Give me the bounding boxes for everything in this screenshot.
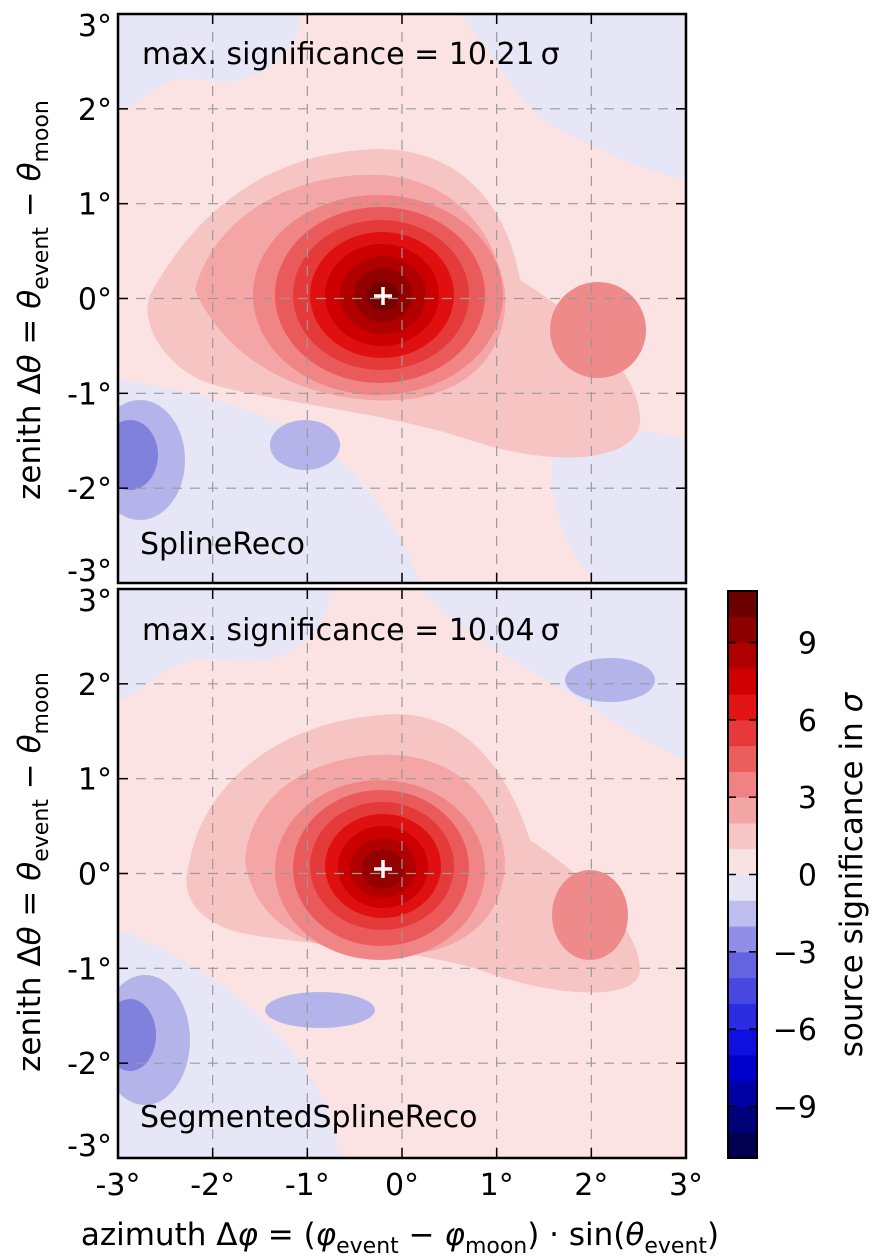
x-tick-labels: -3° -2° -1° 0° 1° 2° 3° xyxy=(96,1168,704,1203)
top-y-tick-labels: -3° -2° -1° 0° 1° 2° 3° xyxy=(67,9,112,589)
top-neutral-region-d xyxy=(552,427,686,583)
top-y-tick-label-5: 2° xyxy=(78,93,112,128)
colorbar-band-4 xyxy=(728,1029,757,1056)
top-y-tick-label-2: -1° xyxy=(67,377,112,412)
colorbar-band-20 xyxy=(728,616,757,644)
colorbar-tick-label-1: 6 xyxy=(798,704,817,739)
bottom-y-tick-label-1: -2° xyxy=(67,1047,112,1082)
bottom-y-tick-label-6: 3° xyxy=(78,584,112,619)
panel-top: max. significance = 10.21 σ SplineReco xyxy=(116,12,688,585)
colorbar-band-17 xyxy=(728,694,757,721)
colorbar-tick-label-5: −6 xyxy=(773,1013,817,1048)
colorbar-tick-label-2: 3 xyxy=(798,781,817,816)
colorbar-band-19 xyxy=(728,642,757,669)
x-tick-label-5: 2° xyxy=(574,1168,608,1203)
colorbar-band-9 xyxy=(728,900,757,927)
x-tick-label-0: -3° xyxy=(96,1168,141,1203)
top-y-tick-label-4: 1° xyxy=(78,188,112,223)
colorbar-tick-label-4: −3 xyxy=(773,936,817,971)
top-neutral-region-a xyxy=(118,14,300,110)
x-tick-label-6: 3° xyxy=(669,1168,703,1203)
colorbar-ticks: 9 6 3 0 −3 −6 −9 xyxy=(728,627,817,1125)
top-secondary-blob xyxy=(550,282,646,378)
bottom-y-tick-label-3: 0° xyxy=(78,858,112,893)
bottom-secondary-blob xyxy=(552,870,628,960)
colorbar-bands xyxy=(728,591,757,1159)
colorbar-band-21 xyxy=(728,591,757,618)
top-y-tick-label-3: 0° xyxy=(78,283,112,318)
colorbar-band-13 xyxy=(728,797,757,824)
colorbar-tick-label-3: 0 xyxy=(798,859,817,894)
colorbar-band-3 xyxy=(728,1054,757,1082)
top-neutral-region-c xyxy=(118,380,420,583)
x-tick-label-1: -2° xyxy=(190,1168,235,1203)
bottom-peak-marker xyxy=(374,860,392,878)
bottom-annotation: max. significance = 10.04 σ xyxy=(142,613,560,648)
colorbar-band-11 xyxy=(728,848,757,875)
x-tick-label-2: -1° xyxy=(285,1168,330,1203)
colorbar-band-15 xyxy=(728,745,757,772)
colorbar-band-10 xyxy=(728,874,757,901)
colorbar-band-12 xyxy=(728,822,757,850)
top-grid xyxy=(118,14,686,583)
colorbar-band-0 xyxy=(728,1132,757,1159)
colorbar-label: source significance in σ xyxy=(834,691,870,1057)
bottom-negative-blob-small xyxy=(265,992,375,1028)
colorbar-band-7 xyxy=(728,951,757,979)
bottom-grid xyxy=(118,589,686,1158)
bottom-negative-blob-inner xyxy=(118,999,156,1071)
colorbar-band-2 xyxy=(728,1080,757,1107)
bottom-neutral-region-a xyxy=(118,589,330,700)
top-peak-marker xyxy=(374,287,392,305)
top-y-tick-label-6: 3° xyxy=(78,9,112,44)
top-negative-blob-small xyxy=(270,420,340,470)
colorbar-band-16 xyxy=(728,719,757,747)
colorbar-band-8 xyxy=(728,926,757,953)
colorbar-band-1 xyxy=(728,1106,757,1133)
x-axis-title: azimuth Δφ = (φevent − φmoon) · sin(θeve… xyxy=(81,1217,719,1257)
bottom-negative-blob-right xyxy=(565,658,655,702)
colorbar: 9 6 3 0 −3 −6 −9 source significance in σ xyxy=(727,590,870,1159)
bottom-ticks xyxy=(117,588,687,1159)
top-annotation: max. significance = 10.21 σ xyxy=(142,37,560,72)
colorbar-band-5 xyxy=(728,1003,757,1030)
colorbar-band-14 xyxy=(728,771,757,798)
colorbar-tick-label-6: −9 xyxy=(773,1090,817,1125)
panel-bottom: max. significance = 10.04 σ SegmentedSpl… xyxy=(116,587,688,1160)
top-negative-blob-inner xyxy=(118,420,158,490)
top-y-axis-title: zenith Δθ = θevent − θmoon xyxy=(12,100,54,500)
top-ticks xyxy=(117,13,687,584)
bottom-y-tick-label-2: -1° xyxy=(67,952,112,987)
bottom-label: SegmentedSplineReco xyxy=(140,1100,478,1135)
x-tick-label-4: 1° xyxy=(480,1168,514,1203)
top-label: SplineReco xyxy=(140,527,305,562)
colorbar-band-6 xyxy=(728,977,757,1004)
bottom-y-tick-label-0: -3° xyxy=(67,1129,112,1164)
x-tick-label-3: 0° xyxy=(385,1168,419,1203)
top-y-tick-label-0: -3° xyxy=(67,554,112,589)
top-neutral-region-b xyxy=(460,14,686,180)
colorbar-tick-label-0: 9 xyxy=(798,627,817,662)
top-y-tick-label-1: -2° xyxy=(67,472,112,507)
colorbar-band-18 xyxy=(728,668,757,695)
bottom-neutral-region-b xyxy=(420,589,686,760)
bottom-y-axis-title: zenith Δθ = θevent − θmoon xyxy=(12,672,54,1072)
bottom-y-tick-label-5: 2° xyxy=(78,668,112,703)
bottom-y-tick-label-4: 1° xyxy=(78,763,112,798)
bottom-y-tick-labels: -3° -2° -1° 0° 1° 2° 3° xyxy=(67,584,112,1164)
bottom-neutral-region-c xyxy=(118,930,340,1158)
